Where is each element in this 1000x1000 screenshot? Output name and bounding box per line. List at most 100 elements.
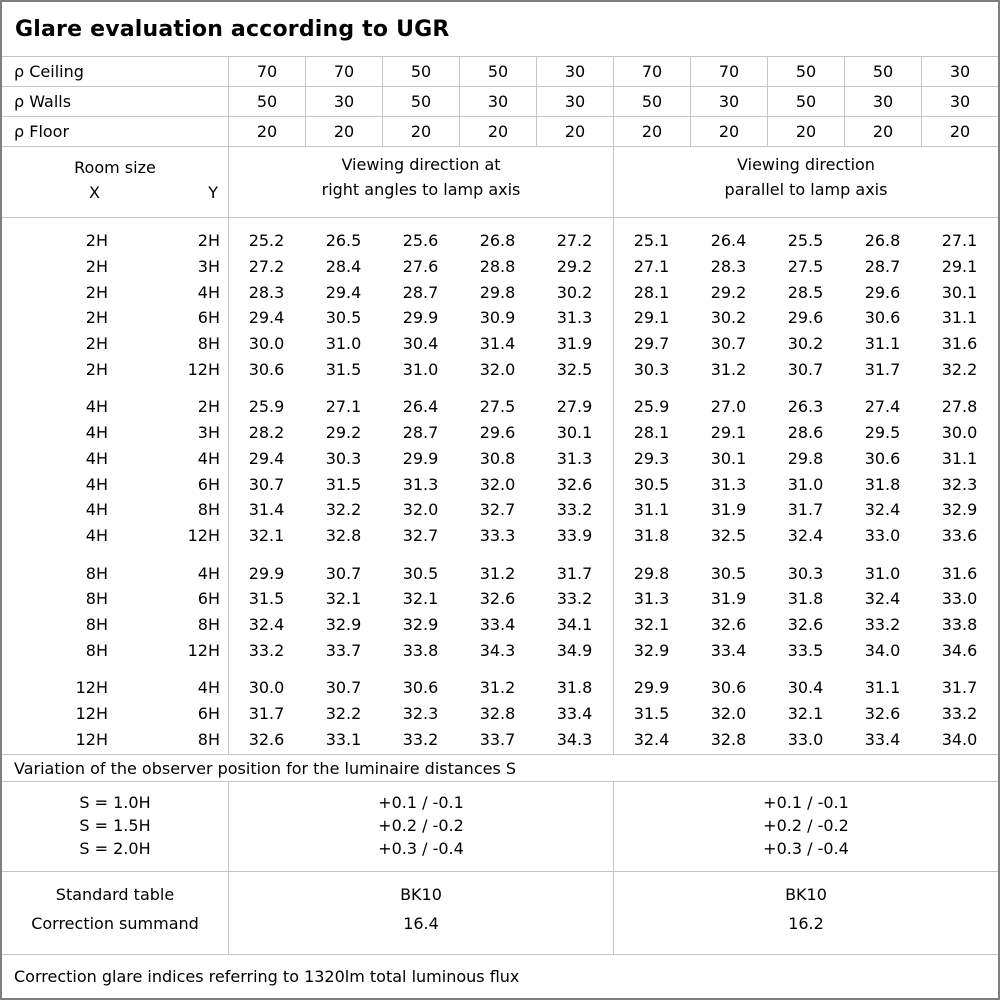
- ugr-value: 27.9: [556, 397, 593, 417]
- room-size-group: 8H 4H 29.9 30.7 30.5 31.2 31.7 29.8 30.5 30.3 31.0…: [2, 560, 998, 663]
- ugr-value: 29.9: [402, 448, 439, 468]
- ugr-value: 32.1: [402, 589, 439, 609]
- ugr-value: 29.3: [633, 448, 670, 468]
- ugr-value: 30.7: [325, 563, 362, 583]
- ugr-value: 28.7: [864, 257, 901, 277]
- ugr-value: 29.9: [248, 563, 285, 583]
- room-y: 8H: [197, 614, 220, 634]
- variation-note: Variation of the observer position for t…: [2, 755, 998, 782]
- y-axis-label: Y: [208, 183, 218, 202]
- reflectance-value: 20: [690, 117, 767, 146]
- ugr-value: 32.4: [787, 525, 824, 545]
- ugr-value: 34.6: [941, 640, 978, 660]
- ugr-value: 30.7: [325, 678, 362, 698]
- page-title: Glare evaluation according to UGR: [2, 2, 998, 57]
- ugr-value: 32.1: [325, 589, 362, 609]
- ugr-value: 34.1: [556, 614, 593, 634]
- reflectance-row: ρ Ceiling 70 70 50 50 30 70 70 50 50 30: [2, 57, 998, 87]
- parallel-header-line1: Viewing direction: [737, 155, 875, 174]
- ugr-value: 26.8: [479, 231, 516, 251]
- table-row: 4H 12H 32.1 32.8 32.7 33.3 33.9 31.8 32.5 32.4 33.…: [2, 523, 998, 549]
- room-x: 2H: [85, 231, 108, 251]
- ugr-value: 29.5: [864, 423, 901, 443]
- ugr-value: 28.1: [633, 282, 670, 302]
- ugr-value: 29.2: [710, 282, 747, 302]
- right-angle-header-line2: right angles to lamp axis: [321, 180, 521, 199]
- ugr-value: 30.6: [864, 308, 901, 328]
- table-row: 8H 12H 33.2 33.7 33.8 34.3 34.9 32.9 33.4 33.5 34.…: [2, 637, 998, 663]
- spacing-label: S = 1.5H: [79, 816, 151, 835]
- ugr-value: 30.6: [864, 448, 901, 468]
- ugr-value: 28.8: [479, 257, 516, 277]
- ugr-value: 32.4: [248, 614, 285, 634]
- table-row: 12H 6H 31.7 32.2 32.3 32.8 33.4 31.5 32.0 32.1 32.…: [2, 701, 998, 727]
- reflectance-value: 30: [921, 57, 998, 86]
- ugr-value: 28.2: [248, 423, 285, 443]
- ugr-value: 33.4: [479, 614, 516, 634]
- room-x: 2H: [85, 257, 108, 277]
- ugr-value: 30.3: [325, 448, 362, 468]
- x-axis-label: X: [89, 183, 100, 202]
- ugr-value: 32.7: [402, 525, 439, 545]
- ugr-value: 31.2: [479, 563, 516, 583]
- ugr-value: 28.3: [248, 282, 285, 302]
- reflectance-value: 50: [767, 57, 844, 86]
- spacing-variation-section: S = 1.0H S = 1.5H S = 2.0H +0.1 / -0.1 +…: [2, 782, 998, 872]
- correction-summand-label: Correction summand: [31, 914, 199, 933]
- ugr-value: 31.7: [787, 500, 824, 520]
- reflectance-row: ρ Walls 50 30 50 30 30 50 30 50 30 30: [2, 87, 998, 117]
- ugr-value: 30.5: [633, 474, 670, 494]
- room-y: 8H: [197, 729, 220, 749]
- reflectance-value: 50: [382, 87, 459, 116]
- room-x: 8H: [85, 563, 108, 583]
- ugr-value: 32.6: [864, 704, 901, 724]
- ugr-value: 26.4: [402, 397, 439, 417]
- reflectance-label: ρ Floor: [14, 122, 70, 141]
- ugr-value: 33.7: [479, 729, 516, 749]
- ugr-value: 29.7: [633, 334, 670, 354]
- reflectance-value: 30: [921, 87, 998, 116]
- ugr-value: 31.5: [633, 704, 670, 724]
- room-x: 2H: [85, 282, 108, 302]
- room-x: 8H: [85, 640, 108, 660]
- reflectance-value: 50: [844, 57, 921, 86]
- ugr-value: 29.4: [325, 282, 362, 302]
- ugr-value: 29.4: [248, 308, 285, 328]
- ugr-value: 31.5: [325, 359, 362, 379]
- ugr-value: 32.9: [325, 614, 362, 634]
- room-y: 6H: [197, 704, 220, 724]
- ugr-value: 26.3: [787, 397, 824, 417]
- ugr-value: 30.2: [787, 334, 824, 354]
- table-row: 4H 4H 29.4 30.3 29.9 30.8 31.3 29.3 30.1 29.8 30.6…: [2, 446, 998, 472]
- room-y: 8H: [197, 334, 220, 354]
- room-x: 2H: [85, 359, 108, 379]
- reflectance-label: ρ Walls: [14, 92, 72, 111]
- standard-table-value: BK10: [785, 885, 827, 904]
- ugr-values-body: 2H 2H 25.2 26.5 25.6 26.8 27.2 25.1 26.4 25.5 26.8…: [2, 218, 998, 755]
- reflectance-value: 20: [921, 117, 998, 146]
- room-y: 4H: [197, 563, 220, 583]
- spacing-value: +0.2 / -0.2: [763, 816, 849, 835]
- reflectance-value: 50: [613, 87, 690, 116]
- room-size-label: Room size: [74, 158, 156, 177]
- ugr-value: 30.5: [325, 308, 362, 328]
- ugr-value: 31.5: [248, 589, 285, 609]
- ugr-value: 31.9: [710, 500, 747, 520]
- ugr-value: 32.2: [941, 359, 978, 379]
- ugr-value: 29.4: [248, 448, 285, 468]
- spacing-labels: S = 1.0H S = 1.5H S = 2.0H: [2, 782, 228, 871]
- ugr-value: 29.2: [556, 257, 593, 277]
- ugr-value: 30.1: [556, 423, 593, 443]
- ugr-value: 31.3: [633, 589, 670, 609]
- table-row: 4H 8H 31.4 32.2 32.0 32.7 33.2 31.1 31.9 31.7 32.4…: [2, 497, 998, 523]
- reflectance-value: 30: [459, 87, 536, 116]
- ugr-value: 33.8: [941, 614, 978, 634]
- room-x: 12H: [75, 729, 108, 749]
- table-row: 4H 3H 28.2 29.2 28.7 29.6 30.1 28.1 29.1 28.6 29.5…: [2, 420, 998, 446]
- room-x: 4H: [85, 397, 108, 417]
- room-y: 12H: [187, 359, 220, 379]
- ugr-value: 32.8: [479, 704, 516, 724]
- reflectance-label: ρ Ceiling: [14, 62, 84, 81]
- reflectance-value: 30: [536, 57, 613, 86]
